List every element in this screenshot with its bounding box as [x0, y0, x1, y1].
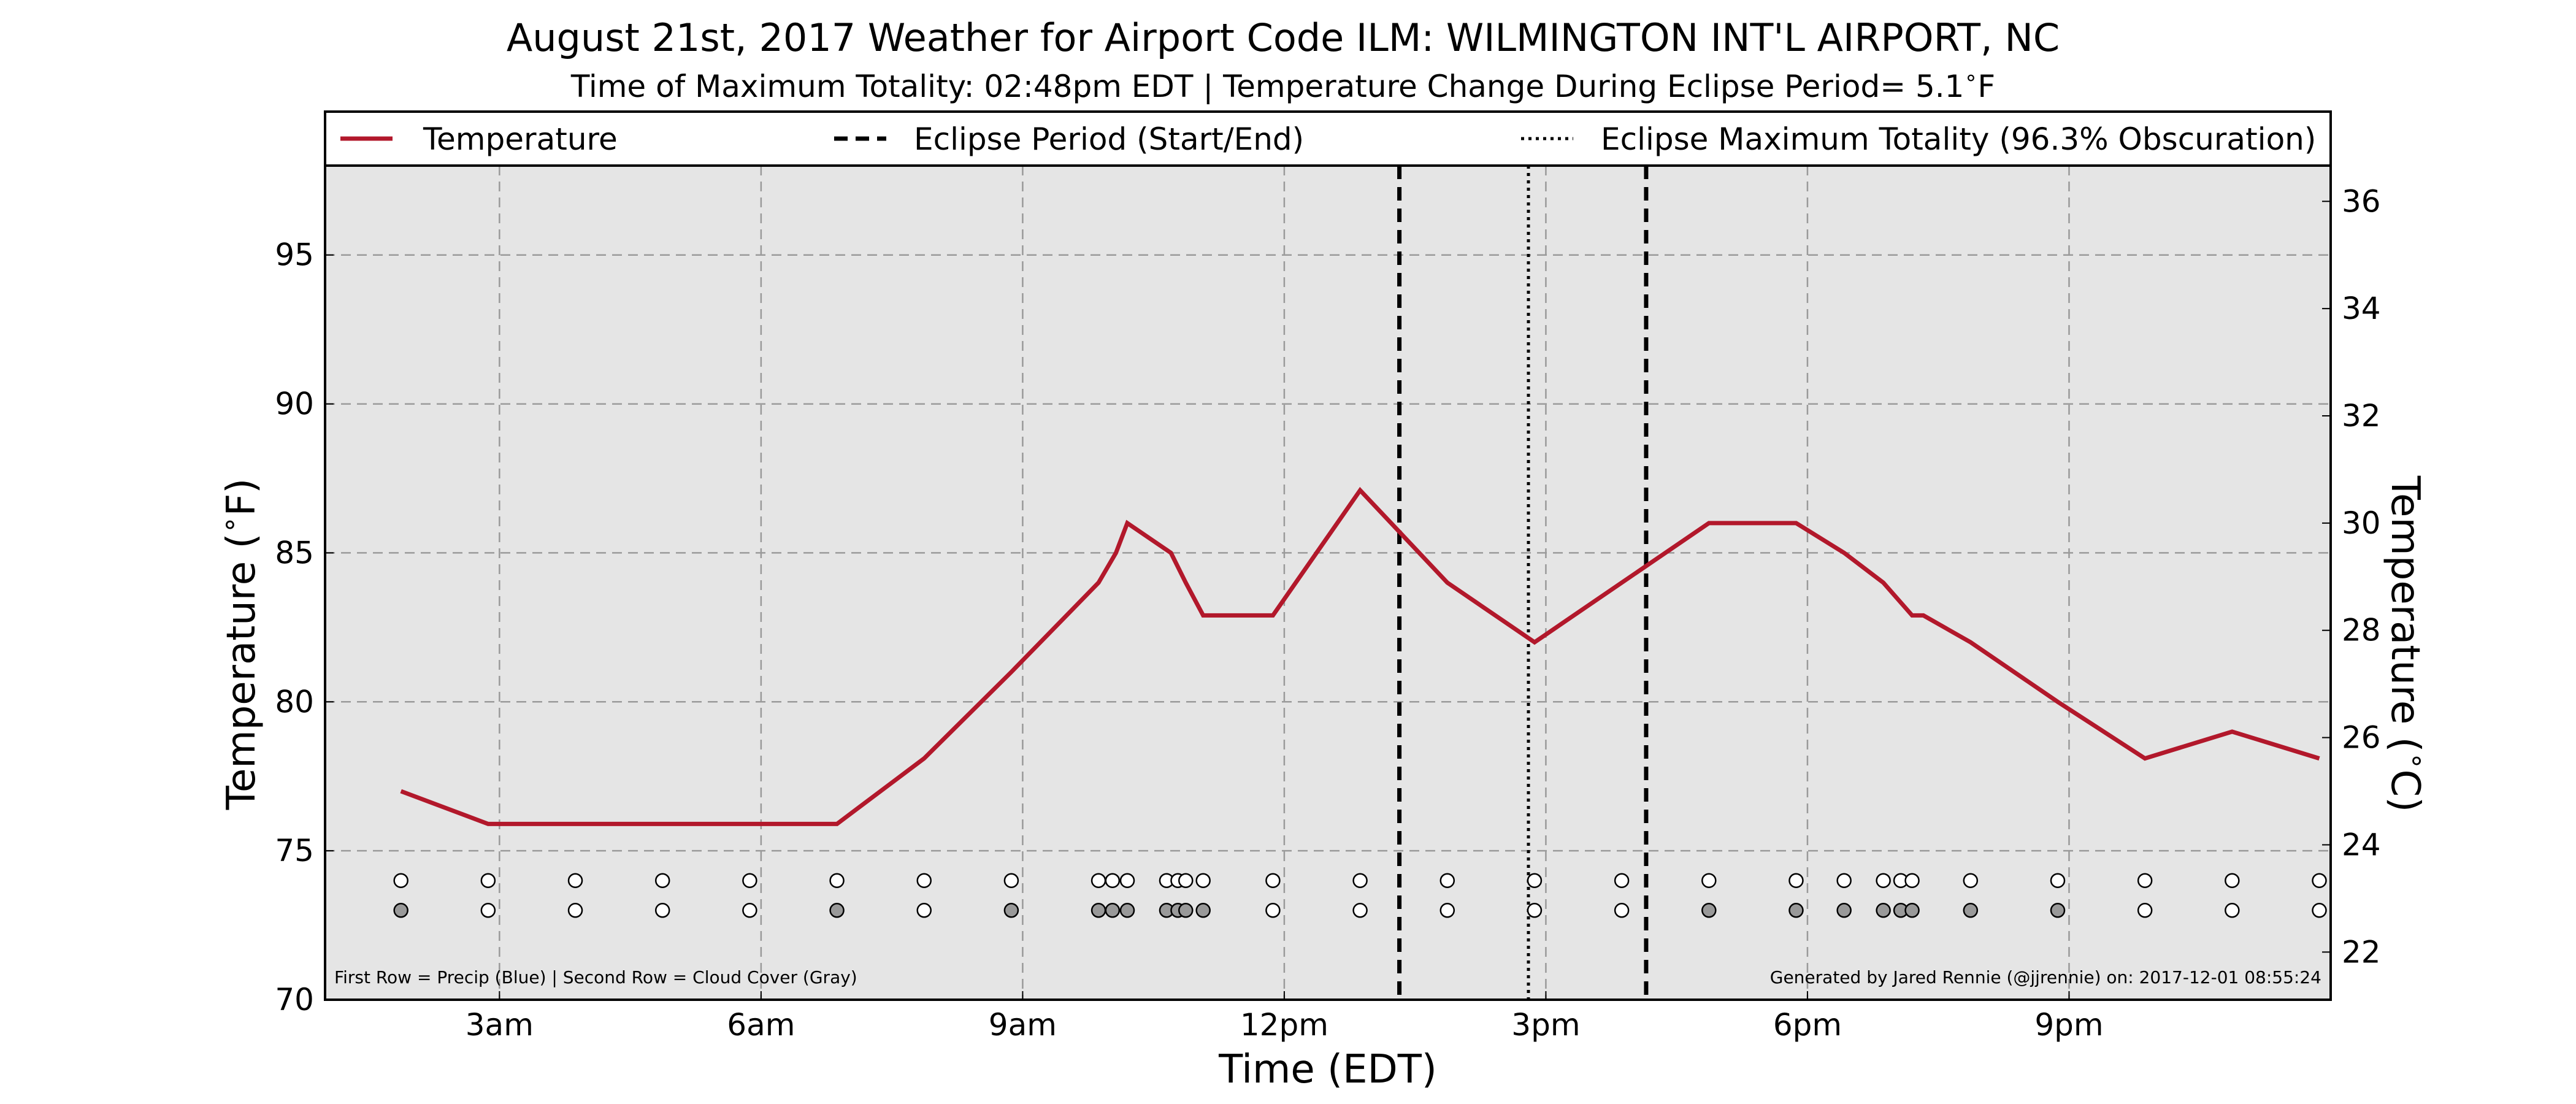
y-tick-label: 85	[275, 535, 314, 570]
chart-title: August 21st, 2017 Weather for Airport Co…	[507, 15, 2060, 60]
cloud-marker	[480, 903, 496, 918]
eclipse-lines	[1397, 166, 1649, 1000]
y-right-tick-label: 34	[2342, 291, 2381, 326]
cloud-marker	[1119, 903, 1135, 918]
precip-marker	[1091, 873, 1106, 888]
precip-marker	[480, 873, 496, 888]
cloud-marker	[2137, 903, 2153, 918]
cloud-marker	[567, 903, 583, 918]
y-right-tick-label: 26	[2342, 720, 2381, 756]
precip-marker	[1195, 873, 1211, 888]
legend-label: Eclipse Period (Start/End)	[914, 121, 1304, 157]
cloud-marker	[1265, 903, 1281, 918]
axes: 3am 6am 9am 12pm 3pm 6pm 9pm 70 75 80 85 90 95 22 24 26…	[275, 110, 2381, 1043]
precip-marker	[1105, 873, 1121, 888]
precip-marker	[1788, 873, 1804, 888]
precip-marker	[2312, 873, 2327, 888]
precip-marker	[1876, 873, 1891, 888]
cloud-marker	[2225, 903, 2240, 918]
precip-marker	[1003, 873, 1019, 888]
cloud-marker	[1003, 903, 1019, 918]
x-tick-label: 9pm	[2034, 1007, 2103, 1043]
precip-marker	[654, 873, 670, 888]
legend-label: Eclipse Maximum Totality (96.3% Obscurat…	[1601, 121, 2316, 157]
y-tick-label: 75	[275, 833, 314, 868]
legend: Temperature Eclipse Period (Start/End) Ecl…	[324, 110, 2332, 167]
cloud-marker	[1904, 903, 1920, 918]
cloud-marker	[1788, 903, 1804, 918]
x-tick-label: 6pm	[1773, 1007, 1842, 1043]
cloud-marker	[2050, 903, 2066, 918]
precip-marker	[2225, 873, 2240, 888]
plot-area	[325, 112, 2331, 1000]
precip-marker	[1352, 873, 1368, 888]
x-tick-label: 6am	[727, 1007, 795, 1043]
cloud-marker	[1178, 903, 1194, 918]
x-tick-label: 9am	[989, 1007, 1057, 1043]
cloud-marker	[1439, 903, 1455, 918]
precip-marker	[742, 873, 757, 888]
cloud-marker	[1105, 903, 1121, 918]
y-tick-label: 70	[275, 982, 314, 1018]
precip-marker	[2050, 873, 2066, 888]
y-axis-label-left: Temperature (∘F)	[213, 478, 265, 811]
y-right-tick-label: 32	[2342, 398, 2381, 434]
x-tick-label: 12pm	[1240, 1007, 1328, 1043]
cloud-marker	[654, 903, 670, 918]
observation-markers	[393, 873, 2327, 918]
cloud-marker	[1527, 903, 1543, 918]
precip-marker	[1701, 873, 1717, 888]
cloud-marker	[2312, 903, 2327, 918]
precip-marker	[1963, 873, 1979, 888]
y-right-tick-label: 22	[2342, 934, 2381, 970]
x-tick-label: 3pm	[1511, 1007, 1580, 1043]
cloud-marker	[1195, 903, 1211, 918]
precip-marker	[916, 873, 932, 888]
precip-marker	[567, 873, 583, 888]
precip-marker	[2137, 873, 2153, 888]
precip-marker	[829, 873, 845, 888]
cloud-marker	[916, 903, 932, 918]
cloud-marker	[1091, 903, 1106, 918]
cloud-marker	[1876, 903, 1891, 918]
precip-marker	[1904, 873, 1920, 888]
x-axis-label: Time (EDT)	[1218, 1047, 1437, 1092]
y-right-tick-label: 30	[2342, 505, 2381, 541]
x-tick-label: 3am	[466, 1007, 534, 1043]
cloud-marker	[1836, 903, 1852, 918]
precip-marker	[1614, 873, 1630, 888]
legend-label: Temperature	[423, 121, 618, 157]
y-right-tick-label: 28	[2342, 613, 2381, 648]
cloud-marker	[742, 903, 757, 918]
y-axis-label-right: Temperature (∘C)	[2382, 475, 2434, 812]
series-line-temperature	[400, 486, 2320, 826]
cloud-marker	[1963, 903, 1979, 918]
y-tick-label: 90	[275, 386, 314, 422]
precip-marker	[1527, 873, 1543, 888]
precip-marker	[1265, 873, 1281, 888]
precip-cloud-note: First Row = Precip (Blue) | Second Row =…	[334, 967, 857, 987]
precip-marker	[393, 873, 408, 888]
cloud-marker	[393, 903, 408, 918]
cloud-marker	[829, 903, 845, 918]
precip-marker	[1439, 873, 1455, 888]
cloud-marker	[1701, 903, 1717, 918]
chart-subtitle: Time of Maximum Totality: 02:48pm EDT | …	[570, 66, 1995, 104]
legend-box	[324, 110, 2332, 167]
temperature-series	[400, 486, 2320, 826]
cloud-marker	[1614, 903, 1630, 918]
y-right-tick-label: 24	[2342, 827, 2381, 862]
precip-marker	[1119, 873, 1135, 888]
y-tick-label: 80	[275, 684, 314, 719]
y-right-tick-label: 36	[2342, 183, 2381, 219]
precip-marker	[1836, 873, 1852, 888]
grid-lines	[325, 166, 2331, 1000]
cloud-marker	[1352, 903, 1368, 918]
y-tick-label: 95	[275, 237, 314, 273]
generated-by-note: Generated by Jared Rennie (@jjrennie) on…	[1770, 967, 2321, 987]
precip-marker	[1178, 873, 1194, 888]
